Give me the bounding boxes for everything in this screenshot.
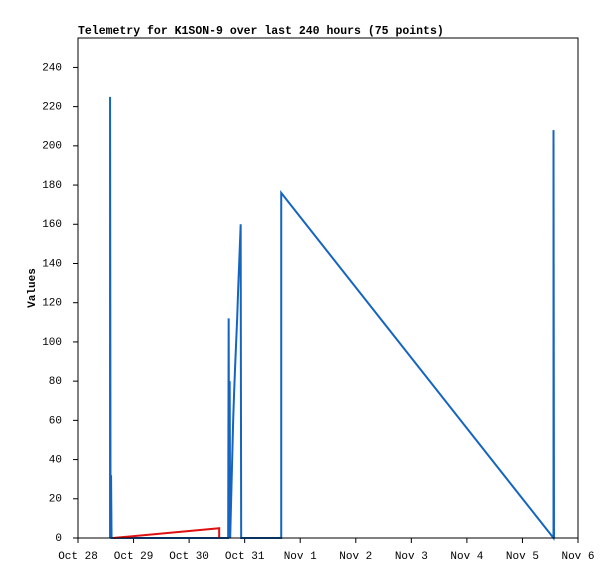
x-tick-label: Oct 31 [225, 551, 265, 563]
y-tick-label: 180 [42, 180, 62, 192]
y-tick-label: 40 [49, 454, 62, 466]
x-tick-label: Oct 29 [114, 551, 154, 563]
y-tick-label: 0 [55, 533, 62, 545]
x-tick-label: Nov 6 [561, 551, 594, 563]
x-tick-label: Nov 3 [395, 551, 428, 563]
y-tick-label: 80 [49, 376, 62, 388]
y-tick-label: 240 [42, 62, 62, 74]
y-tick-label: 140 [42, 258, 62, 270]
y-tick-label: 100 [42, 337, 62, 349]
x-tick-label: Oct 30 [169, 551, 209, 563]
y-tick-label: 20 [49, 494, 62, 506]
series-line [112, 527, 221, 539]
y-axis-label: Values [27, 268, 39, 308]
x-tick-label: Oct 28 [58, 551, 98, 563]
y-tick-label: 220 [42, 102, 62, 114]
x-tick-label: Nov 1 [284, 551, 317, 563]
chart-title: Telemetry for K1SON-9 over last 240 hour… [78, 25, 444, 38]
y-tick-label: 60 [49, 415, 62, 427]
plot-frame [77, 37, 579, 539]
x-tick-label: Nov 2 [339, 551, 372, 563]
y-tick-label: 200 [42, 141, 62, 153]
x-tick-label: Nov 5 [506, 551, 539, 563]
y-tick-label: 160 [42, 219, 62, 231]
y-tick-label: 120 [42, 298, 62, 310]
x-tick-label: Nov 4 [450, 551, 483, 563]
